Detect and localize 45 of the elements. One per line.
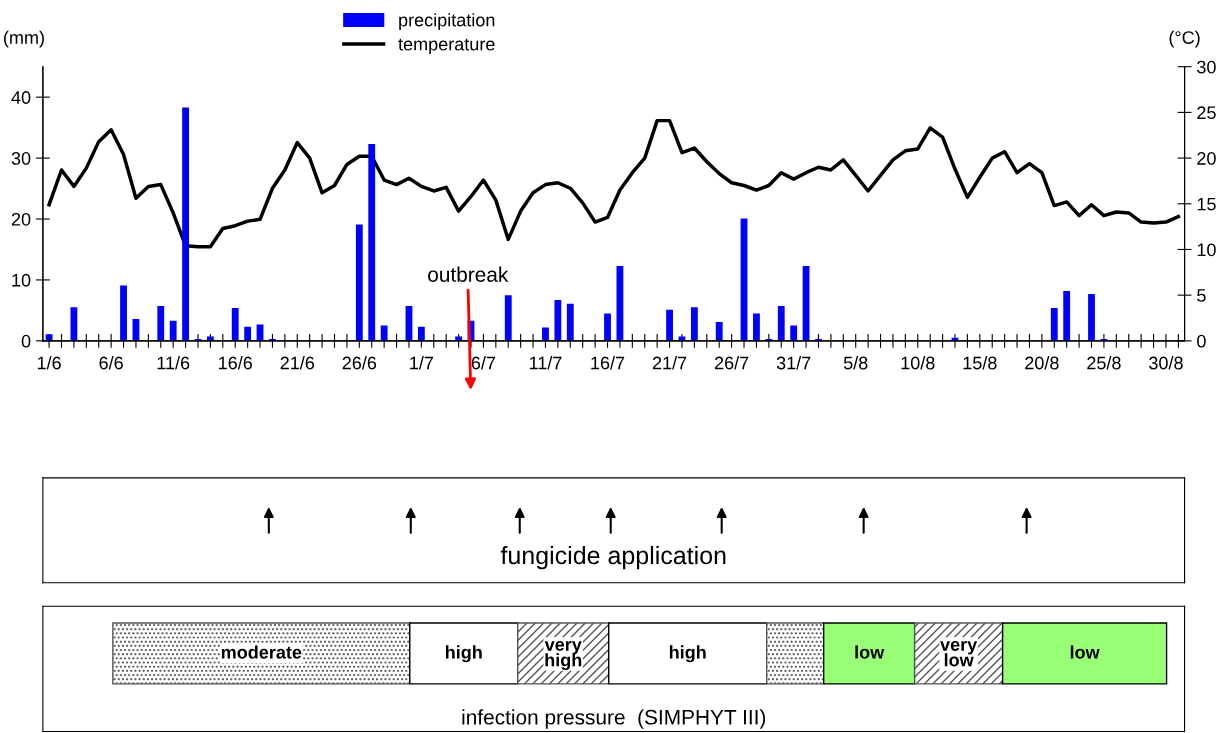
x-tick-label: 16/6 [219,356,253,370]
x-tick-label: 1/7 [410,356,434,370]
y-tick-label: 20 [11,212,31,226]
x-tick-label: 11/6 [157,356,190,370]
x-tick-label: 15/8 [963,356,997,370]
x-tick-label: 25/8 [1087,356,1121,370]
annotation: outbreak [428,266,509,282]
text: low [1070,645,1100,659]
x-tick-label: 5/8 [843,356,868,370]
y2-tick-label: 20 [1197,152,1216,165]
y2-tick-label: 0 [1197,334,1206,348]
x-tick-label: 20/8 [1025,356,1059,370]
text: fungicide application [500,545,726,570]
x-tick-label: 11/7 [529,356,562,370]
y-tick-label: 30 [11,152,31,165]
text: infection pressure (SIMPHYT III) [462,709,766,729]
x-tick-label: 10/8 [901,356,935,370]
y-tick-label: 10 [12,273,31,287]
text: moderate [221,645,302,659]
legend-label: temperature [398,38,495,55]
x-tick-label: 21/6 [280,356,315,370]
y2-tick-label: 30 [1197,60,1216,74]
y2-tick-label: 15 [1197,197,1216,211]
text: high [669,645,706,663]
text: low [855,645,885,659]
y-tick-label: 40 [11,91,31,104]
x-tick-label: 6/7 [471,356,496,370]
x-tick-label: 1/6 [37,356,61,370]
x-tick-label: 16/7 [591,356,625,370]
x-tick-label: 6/6 [99,356,123,370]
text: very high [544,640,582,671]
y-tick-label: 0 [21,334,31,348]
legend-label: precipitation [399,13,495,31]
x-tick-label: 26/6 [342,356,377,370]
y2-tick-label: 5 [1197,289,1206,302]
y2-axis-title: (°C) [1169,30,1200,48]
text: very low [940,641,978,667]
x-tick-label: 26/7 [714,356,749,370]
y2-tick-label: 10 [1197,243,1216,257]
text: high [445,645,482,663]
x-tick-label: 31/7 [776,356,811,370]
y2-tick-label: 25 [1197,106,1216,120]
y-axis-title: (mm) [4,30,44,48]
x-tick-label: 21/7 [652,356,687,370]
x-tick-label: 30/8 [1149,356,1183,370]
